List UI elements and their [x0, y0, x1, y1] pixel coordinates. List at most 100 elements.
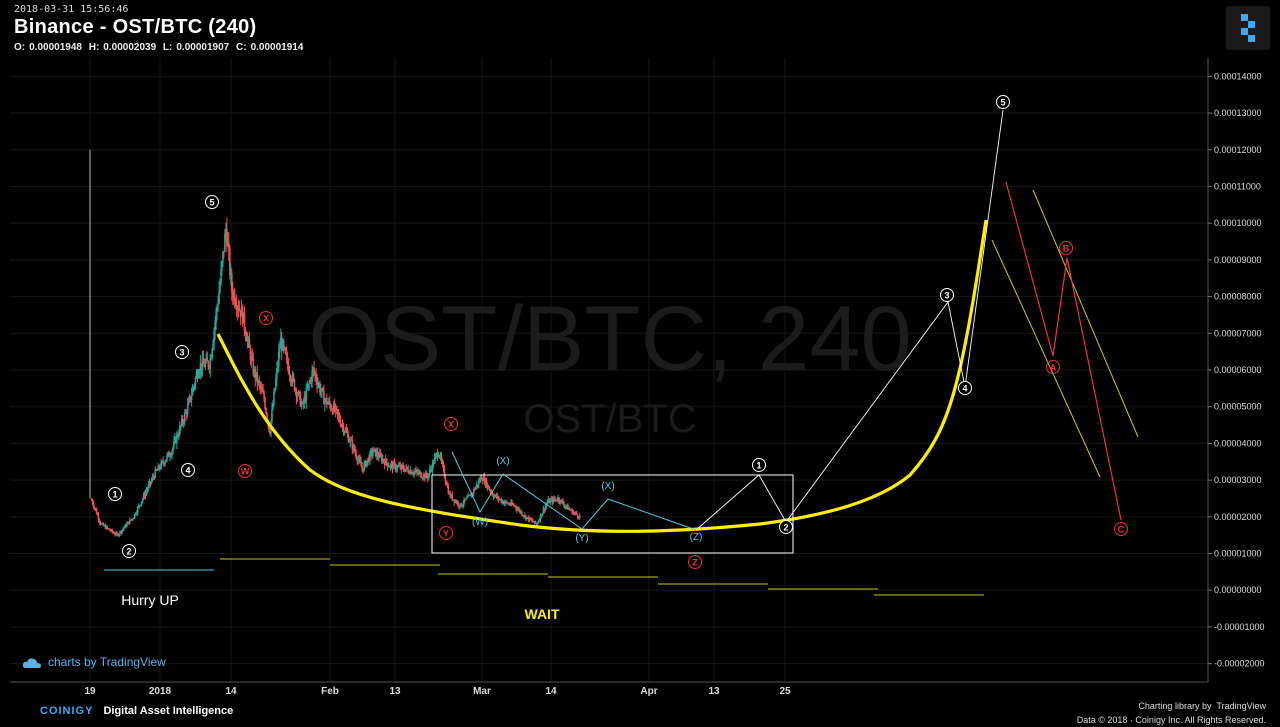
candle-body — [166, 454, 168, 460]
candle-body — [158, 465, 161, 469]
candle-body — [223, 251, 225, 253]
candle-body — [400, 465, 403, 469]
candle-body — [99, 522, 102, 525]
candle-body — [251, 356, 254, 359]
candle-body — [432, 462, 435, 465]
candle-body — [391, 463, 394, 470]
candle-body — [528, 517, 531, 521]
candle-body — [390, 463, 393, 465]
tradingview-link[interactable]: charts by TradingView — [22, 655, 166, 669]
candle-body — [161, 461, 163, 463]
x-tick-label: 25 — [779, 686, 791, 697]
candle-body — [436, 453, 439, 457]
candle-body — [377, 456, 380, 458]
candle-body — [229, 272, 232, 275]
coinigy-brand-name: COINIGY — [40, 705, 94, 717]
wave-label-3: 3 — [175, 345, 189, 359]
candle-body — [305, 388, 308, 402]
candle-body — [477, 480, 480, 486]
candle-body — [570, 510, 572, 512]
candle-body — [425, 472, 428, 477]
candle-body — [147, 484, 150, 490]
open-label: O: — [14, 42, 26, 53]
wait-label: WAIT — [525, 606, 560, 622]
candle-body — [97, 515, 100, 520]
candle-body — [278, 351, 280, 366]
wave-number: 2 — [783, 523, 788, 533]
candle-body — [105, 526, 108, 529]
candle-body — [315, 374, 317, 381]
candle-body — [94, 508, 97, 510]
candle-body — [564, 506, 566, 508]
candle-body — [439, 455, 442, 458]
candle-body — [499, 499, 502, 501]
cyan-label-Z: (Z) — [690, 532, 703, 543]
candle-body — [481, 479, 484, 481]
candle-body — [341, 425, 344, 427]
candle-body — [302, 402, 305, 404]
candle-body — [143, 494, 146, 497]
candle-body — [558, 497, 560, 502]
candle-body — [170, 455, 172, 457]
candle-body — [173, 441, 175, 448]
candle-body — [281, 340, 284, 351]
candle-body — [244, 329, 247, 337]
wave-number: 4 — [962, 384, 967, 394]
candle-body — [167, 452, 169, 455]
wave-number: 5 — [209, 198, 214, 208]
projected-wave-path — [695, 109, 1004, 531]
candle-body — [563, 503, 565, 507]
candle-body — [514, 505, 516, 507]
candle-body — [109, 529, 112, 531]
candle-body — [572, 512, 575, 515]
y-tick-label: 0.00003000 — [1214, 475, 1262, 485]
abc-label-A: A — [1046, 360, 1060, 374]
candle-body — [154, 469, 157, 478]
x-tick-label: Apr — [640, 686, 657, 697]
candle-body — [273, 391, 275, 405]
candle-body — [171, 451, 173, 456]
candle-body — [411, 473, 413, 475]
candle-body — [565, 506, 567, 508]
candle-body — [530, 519, 533, 521]
candle-body — [505, 501, 507, 503]
candle-body — [433, 457, 436, 465]
high-value: 0.00002039 — [103, 42, 157, 53]
high-label: H: — [88, 42, 100, 53]
candle-body — [210, 357, 212, 359]
candle-body — [452, 499, 455, 501]
coinigy-logo-icon[interactable] — [1226, 6, 1270, 50]
candle-body — [178, 434, 180, 437]
candle-body — [127, 521, 129, 524]
candle-body — [245, 336, 248, 342]
candle-body — [550, 498, 553, 501]
candle-body — [257, 379, 260, 383]
candle-body — [527, 516, 530, 521]
candle-body — [463, 499, 465, 505]
candle-body — [116, 532, 118, 535]
candle-body — [479, 477, 482, 482]
y-tick-label: -0.00001000 — [1214, 622, 1265, 632]
candle-body — [336, 409, 339, 414]
candle-body — [482, 476, 485, 481]
candle-body — [131, 518, 133, 520]
candle-body — [144, 492, 147, 497]
candle-body — [352, 445, 355, 450]
candle-body — [560, 499, 562, 503]
candle-body — [297, 391, 300, 396]
candle-body — [327, 403, 329, 405]
candle-body — [198, 371, 201, 375]
candle-body — [393, 462, 396, 464]
candle-body — [494, 494, 497, 496]
candle-body — [194, 377, 197, 385]
candle-body — [128, 521, 130, 524]
candle-body — [422, 477, 424, 479]
candle-body — [129, 519, 131, 524]
candle-body — [406, 466, 408, 469]
candle-body — [185, 411, 188, 415]
candle-body — [524, 515, 527, 520]
candle-body — [163, 462, 165, 465]
candle-body — [545, 504, 548, 507]
candle-body — [416, 470, 418, 472]
